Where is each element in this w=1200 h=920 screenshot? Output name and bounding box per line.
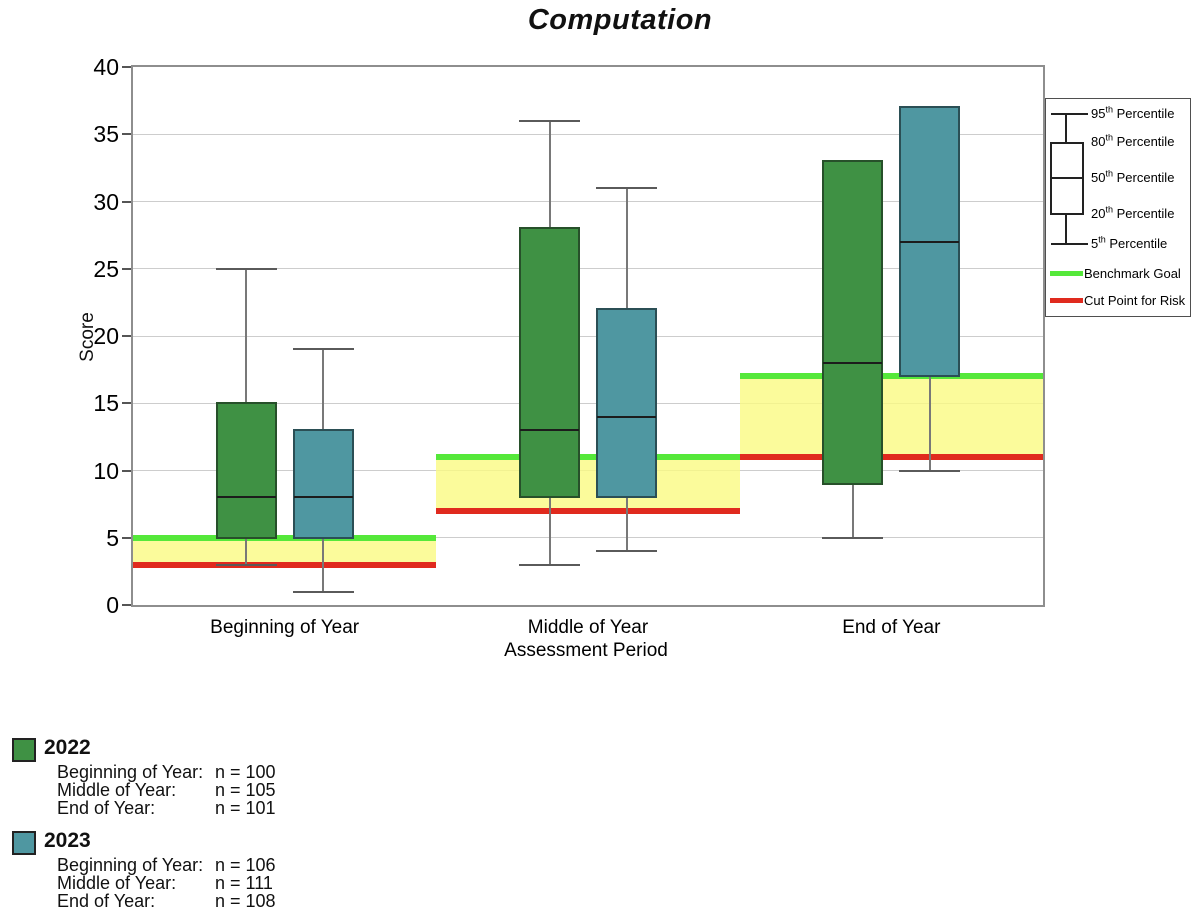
y-tick-mark — [122, 402, 131, 405]
y-tick-label: 15 — [93, 390, 119, 417]
gridline — [133, 201, 1043, 202]
y-tick-mark — [122, 604, 131, 606]
y-tick-mark — [122, 200, 131, 203]
n-value: n = 100 — [215, 762, 276, 782]
legend-cut-point-label: Cut Point for Risk — [1084, 293, 1186, 308]
whisker-cap-5th — [519, 563, 580, 566]
period-label: Beginning of Year: — [57, 762, 204, 782]
legend-benchmark-goal-swatch — [1050, 271, 1083, 276]
gridline — [133, 268, 1043, 270]
series-swatch-2023 — [12, 831, 36, 855]
y-tick-mark — [122, 267, 131, 270]
y-tick-mark — [122, 469, 131, 472]
period-label: Middle of Year: — [57, 873, 177, 893]
period-label: End of Year: — [57, 891, 156, 911]
legend-label-20th: 20th Percentile — [1091, 204, 1175, 221]
sample-size-row: Middle of Year: n = 111 — [57, 874, 276, 892]
y-tick-label: 35 — [93, 121, 119, 148]
y-tick-mark — [122, 133, 131, 136]
median-line-2022 — [823, 361, 883, 364]
percentile-legend: 95th Percentile 80th Percentile 50th Per… — [1045, 98, 1191, 317]
cut-point-line — [739, 454, 1043, 461]
footer-legend-2022: 2022 Beginning of Year: n = 100 Middle o… — [0, 735, 420, 825]
cut-point-line — [133, 561, 437, 568]
period-label: Middle of Year: — [57, 780, 177, 800]
whisker-cap-5th — [596, 550, 657, 553]
period-label: Beginning of Year: — [57, 855, 204, 875]
y-tick-label: 5 — [106, 524, 119, 551]
gridline — [133, 133, 1043, 135]
whisker-cap-5th — [215, 563, 277, 566]
legend-median-glyph — [1050, 177, 1084, 179]
series-year-label: 2023 — [44, 829, 91, 852]
y-tick-label: 10 — [93, 457, 119, 484]
y-tick-label: 0 — [106, 592, 119, 618]
legend-label-50th: 50th Percentile — [1091, 168, 1175, 185]
boxplot-box-2022 — [215, 402, 277, 539]
y-tick-mark — [122, 335, 131, 337]
benchmark-band — [739, 376, 1043, 458]
whisker-cap-5th — [899, 469, 961, 472]
whisker-cap-95th — [292, 348, 354, 351]
boxplot-box-2023 — [292, 429, 354, 539]
legend-benchmark-goal-label: Benchmark Goal — [1084, 266, 1181, 281]
median-line-2023 — [293, 496, 353, 499]
n-value: n = 101 — [215, 798, 276, 818]
whisker-cap-5th — [292, 590, 354, 593]
legend-95th-whisker-cap — [1051, 113, 1088, 115]
sample-size-row: Beginning of Year: n = 106 — [57, 856, 276, 874]
legend-label-80th: 80th Percentile — [1091, 132, 1175, 149]
median-line-2023 — [900, 240, 960, 243]
median-line-2022 — [216, 496, 276, 499]
boxplot-box-2022 — [822, 160, 884, 485]
sample-size-row: End of Year: n = 108 — [57, 892, 276, 910]
n-value: n = 105 — [215, 780, 276, 800]
median-line-2022 — [520, 429, 579, 432]
x-axis-label: Beginning of Year — [210, 617, 360, 638]
chart-title: Computation — [527, 4, 713, 36]
y-tick-label: 30 — [93, 188, 119, 215]
sample-size-row: End of Year: n = 101 — [57, 799, 276, 817]
gridline — [133, 335, 1043, 337]
footer-legend-2023: 2023 Beginning of Year: n = 106 Middle o… — [0, 828, 420, 918]
legend-label-5th: 5th Percentile — [1091, 234, 1168, 251]
series-year-label: 2022 — [44, 736, 91, 759]
benchmark-band — [436, 457, 740, 511]
benchmark-band — [133, 537, 437, 565]
n-value: n = 111 — [215, 873, 273, 893]
median-line-2023 — [597, 415, 656, 418]
x-axis-label: Middle of Year — [527, 617, 649, 638]
benchmark-goal-line — [739, 373, 1043, 380]
x-axis-title: Assessment Period — [504, 640, 668, 661]
n-value: n = 108 — [215, 891, 276, 911]
sample-size-row: Middle of Year: n = 105 — [57, 781, 276, 799]
y-tick-label: 25 — [93, 255, 119, 282]
period-label: End of Year: — [57, 798, 156, 818]
y-tick-mark — [122, 536, 131, 539]
legend-5th-whisker-cap — [1051, 243, 1088, 245]
y-tick-label: 20 — [93, 323, 119, 349]
plot-area: 0 5 10 15 20 25 30 35 40 Beginning of Year Middle … — [93, 54, 1045, 638]
legend-label-95th: 95th Percentile — [1091, 104, 1175, 121]
whisker-cap-5th — [822, 536, 884, 539]
y-tick-mark — [122, 66, 131, 68]
gridline — [133, 537, 1043, 539]
y-tick-label: 40 — [93, 54, 119, 80]
whisker-cap-95th — [215, 267, 277, 270]
legend-cut-point-swatch — [1050, 298, 1083, 303]
benchmark-goal-line — [436, 454, 740, 461]
x-axis-label: End of Year — [842, 617, 941, 638]
series-swatch-2022 — [12, 738, 36, 762]
whisker-cap-95th — [596, 187, 657, 190]
benchmark-goal-line — [133, 534, 437, 541]
cut-point-line — [436, 507, 740, 514]
boxplot-box-2022 — [519, 227, 580, 499]
gridline — [133, 402, 1043, 404]
boxplot-box-2023 — [596, 308, 657, 499]
n-value: n = 106 — [215, 855, 276, 875]
sample-size-row: Beginning of Year: n = 100 — [57, 763, 276, 781]
whisker-cap-95th — [519, 119, 580, 122]
